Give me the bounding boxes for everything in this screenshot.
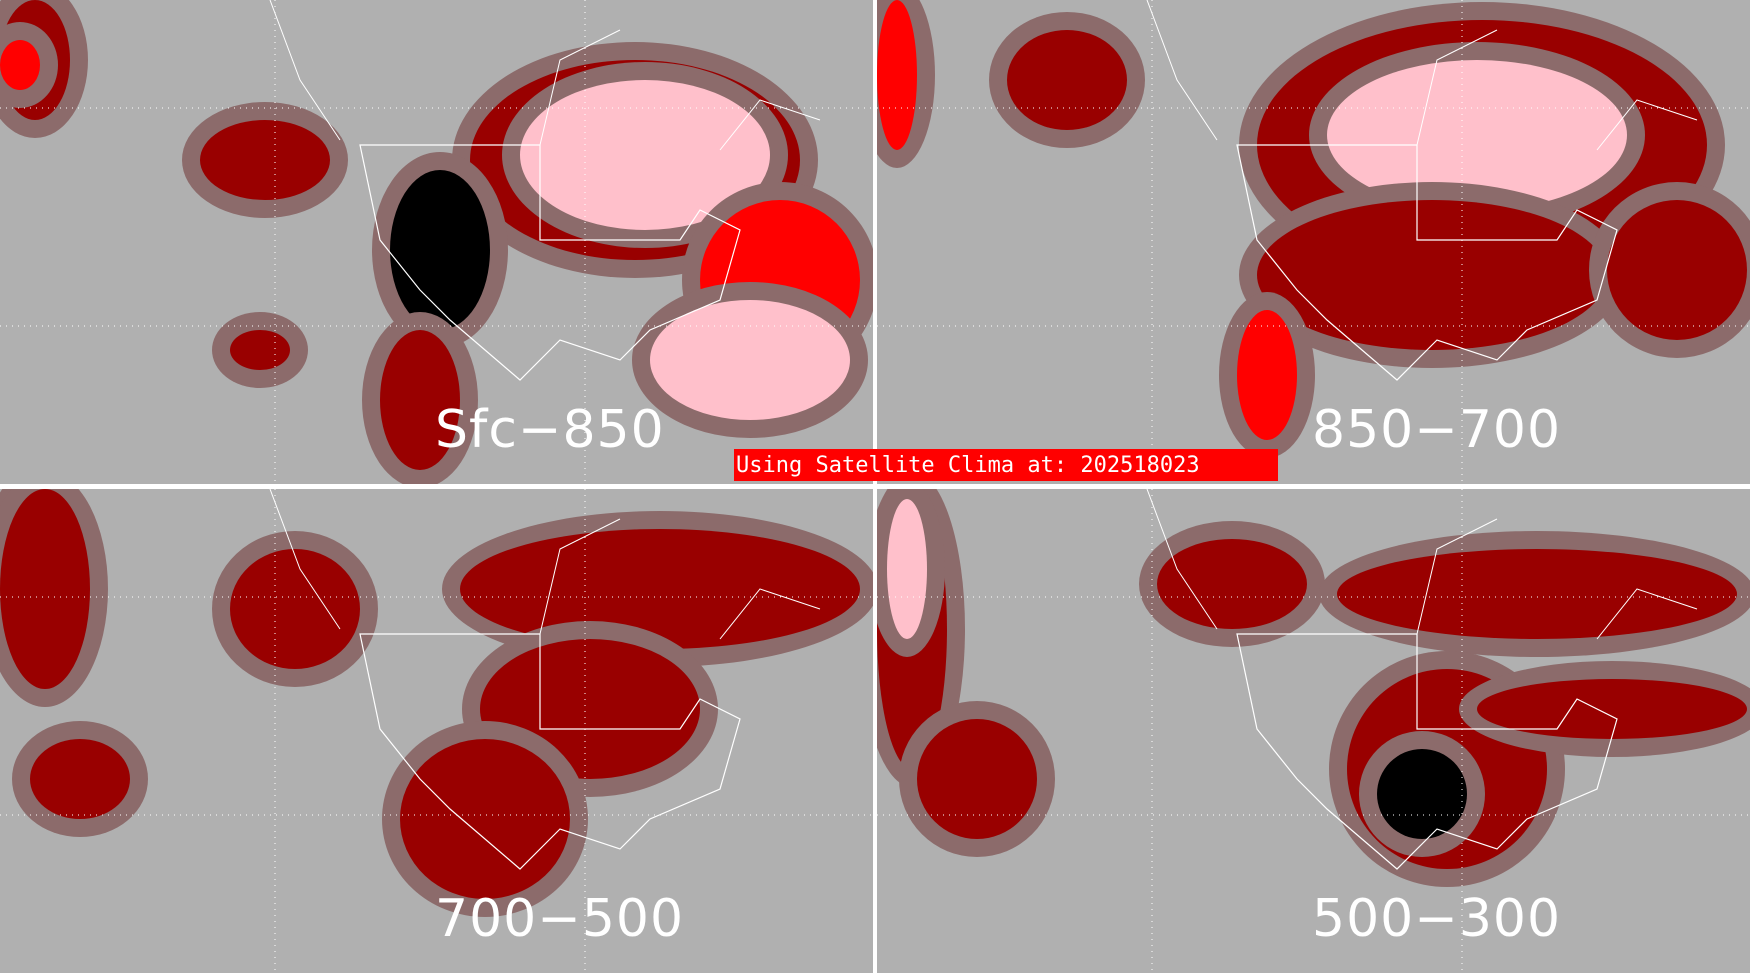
coastline <box>1146 0 1698 151</box>
cloud-region <box>0 40 40 90</box>
cloud-region <box>400 739 570 899</box>
cloud-region <box>390 170 490 330</box>
cloud-region <box>230 330 290 370</box>
cloud-region <box>1477 679 1747 739</box>
map-canvas <box>877 489 1750 973</box>
map-canvas <box>0 489 873 973</box>
map-panel-850-700: 850−700 <box>877 0 1750 484</box>
coastline <box>1146 489 1698 640</box>
cloud-region <box>877 0 917 150</box>
cloud-region <box>1327 60 1627 210</box>
cloud-region <box>1607 200 1747 340</box>
cloud-region <box>917 719 1037 839</box>
cloud-region <box>200 120 330 200</box>
map-canvas <box>0 0 873 484</box>
us-outline <box>1236 633 1618 870</box>
cloud-region <box>30 739 130 819</box>
cloud-region <box>520 80 770 230</box>
cloud-region <box>230 549 360 669</box>
map-canvas <box>877 0 1750 484</box>
cloud-region <box>460 529 860 649</box>
cloud-region <box>0 489 90 689</box>
map-panel-500-300: 500−300 <box>877 489 1750 973</box>
cloud-region <box>1237 310 1297 440</box>
panel-label: 850−700 <box>1312 400 1562 460</box>
cloud-region <box>380 330 460 470</box>
map-panel-700-500: 700−500 <box>0 489 873 973</box>
coastline <box>269 0 821 151</box>
cloud-region <box>1257 200 1607 350</box>
map-panel-sfc-850: Sfc−850 <box>0 0 873 484</box>
panel-label: 700−500 <box>435 889 685 949</box>
panel-label: 500−300 <box>1312 889 1562 949</box>
cloud-region <box>1377 749 1467 839</box>
cloud-region <box>1337 549 1737 639</box>
cloud-region <box>1007 30 1127 130</box>
cloud-region <box>650 300 850 420</box>
coastline <box>269 489 821 640</box>
us-outline <box>1236 144 1618 381</box>
satellite-clima-banner: Using Satellite Clima at: 202518023 <box>734 449 1278 481</box>
cloud-region <box>887 499 927 639</box>
us-outline <box>359 144 741 381</box>
cloud-region <box>1157 539 1307 629</box>
panel-label: Sfc−850 <box>435 400 665 460</box>
us-outline <box>359 633 741 870</box>
